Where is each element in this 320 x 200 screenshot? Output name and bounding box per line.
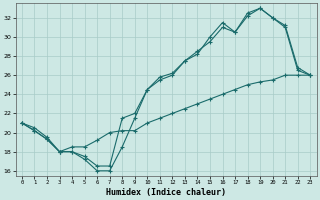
X-axis label: Humidex (Indice chaleur): Humidex (Indice chaleur)	[106, 188, 226, 197]
